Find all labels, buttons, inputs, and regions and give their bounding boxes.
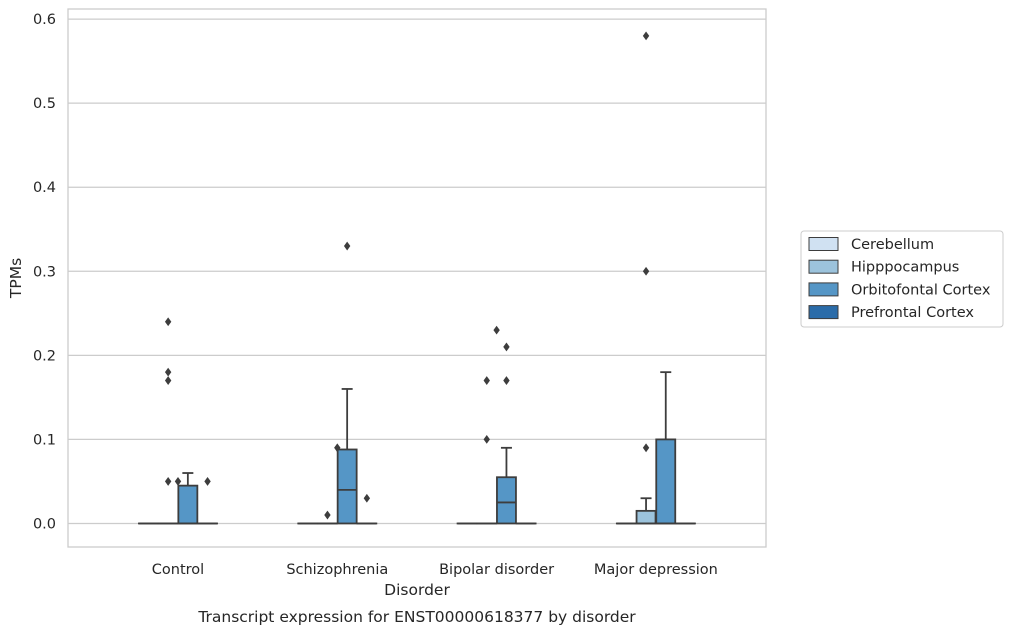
legend-frame	[800, 230, 1004, 328]
outlier-point	[503, 342, 510, 352]
legend-swatch	[808, 237, 839, 251]
box-series	[138, 31, 696, 525]
box	[177, 472, 199, 525]
outlier-point	[343, 241, 351, 251]
legend-swatch	[808, 305, 839, 320]
outlier-point	[164, 367, 172, 377]
x-axis-ticks: Control Schizophrenia Bipolar disorder Majo…	[152, 562, 718, 578]
outlier-point	[483, 435, 490, 444]
outlier-point	[483, 376, 490, 385]
outlier-point	[363, 493, 371, 503]
box	[356, 493, 378, 525]
legend-swatch	[808, 282, 839, 297]
plot-background	[68, 9, 766, 547]
outlier-point	[174, 477, 182, 486]
series-prefrontal-cortex	[197, 477, 696, 525]
outlier-point	[334, 443, 341, 453]
chart-caption: Transcript expression for ENST0000061837…	[197, 608, 636, 626]
outlier-point	[164, 317, 172, 327]
outlier-point	[204, 477, 211, 486]
y-tick-label: 0.6	[33, 12, 56, 28]
x-tick-label: Bipolar disorder	[439, 562, 554, 578]
box	[496, 342, 517, 525]
extra-outliers	[174, 325, 500, 486]
plot-frame	[67, 8, 767, 548]
y-tick-label: 0.4	[33, 180, 56, 196]
legend-label: Orbitofontal Cortex	[851, 282, 991, 298]
y-tick-label: 0.1	[33, 432, 56, 448]
box	[197, 477, 218, 525]
y-tick-label: 0.2	[33, 348, 56, 364]
y-tick-label: 0.0	[33, 516, 56, 532]
x-axis-label: Disorder	[384, 581, 450, 599]
box-body	[635, 509, 657, 525]
series-orbitofontal-cortex	[177, 241, 677, 525]
legend-swatch	[808, 259, 839, 274]
x-tick-label: Control	[152, 562, 204, 578]
y-axis-ticks: 0.0 0.1 0.2 0.3 0.4 0.5 0.6	[33, 12, 56, 532]
outlier-point	[503, 376, 510, 385]
outlier-point	[164, 376, 172, 385]
outlier-point	[642, 31, 650, 41]
y-tick-label: 0.5	[33, 96, 56, 112]
outlier-point	[324, 510, 331, 520]
x-tick-label: Schizophrenia	[286, 562, 388, 578]
outlier-point	[642, 443, 650, 453]
outlier-point	[164, 477, 172, 486]
box	[336, 241, 358, 525]
y-axis-label: TPMs	[7, 258, 25, 299]
box	[655, 371, 677, 525]
legend-label: Cerebellum	[851, 237, 934, 253]
box-body	[496, 476, 517, 525]
box-body	[336, 448, 358, 525]
outlier-point	[493, 325, 500, 335]
x-tick-label: Major depression	[594, 562, 718, 578]
y-tick-label: 0.3	[33, 264, 56, 280]
box-body	[177, 484, 199, 525]
legend-label: Hipppocampus	[851, 260, 959, 276]
box-body	[655, 438, 677, 525]
legend-label: Prefrontal Cortex	[851, 305, 974, 321]
outlier-point	[642, 266, 650, 276]
legend: Cerebellum Hipppocampus Orbitofontal Corte…	[800, 230, 1004, 328]
